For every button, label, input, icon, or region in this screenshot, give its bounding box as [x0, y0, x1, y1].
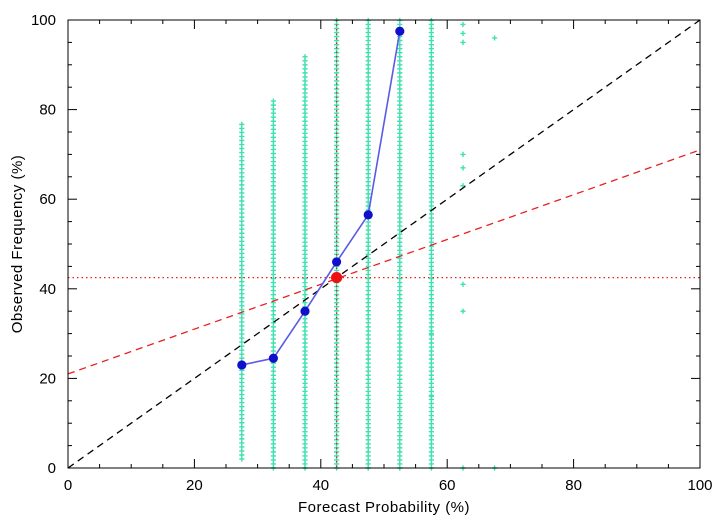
lines-layer — [67, 19, 701, 469]
scatter-layer — [239, 17, 498, 471]
x-axis-label: Forecast Probability (%) — [298, 499, 470, 516]
scatter-point — [460, 39, 466, 45]
y-axis-label: Observed Frequency (%) — [9, 155, 26, 334]
x-tick-label: 20 — [186, 477, 203, 494]
reliability-point — [395, 26, 405, 36]
scatter-point — [428, 393, 434, 399]
x-tick-label: 60 — [439, 477, 456, 494]
reliability-curve-line — [241, 31, 401, 366]
scatter-point — [460, 21, 466, 28]
reliability-point — [363, 210, 373, 220]
points-layer — [237, 26, 405, 370]
ticks-layer: 0 20 40 60 80 100 0 20 40 60 80 100 — [31, 12, 713, 494]
scatter-point — [460, 30, 466, 37]
reliability-point — [237, 360, 247, 370]
no-skill-line — [67, 149, 701, 375]
mean-forecast-point — [331, 272, 343, 284]
y-tick-label: 60 — [39, 191, 56, 208]
y-tick-label: 40 — [39, 281, 56, 298]
reliability-point — [268, 353, 278, 363]
scatter-point — [239, 121, 245, 127]
x-tick-label: 0 — [64, 477, 72, 494]
perfect-reliability-diagonal — [67, 19, 701, 469]
scatter-point — [460, 151, 466, 157]
y-tick-label: 20 — [39, 370, 56, 387]
reliability-point — [300, 306, 310, 316]
x-tick-label: 80 — [565, 477, 582, 494]
scatter-point — [460, 308, 466, 314]
scatter-point — [270, 98, 276, 104]
y-tick-label: 0 — [48, 460, 56, 477]
x-tick-label: 100 — [687, 477, 712, 494]
scatter-point — [460, 165, 466, 171]
scatter-point — [460, 281, 466, 287]
y-tick-label: 80 — [39, 102, 56, 119]
scatter-point — [492, 35, 498, 41]
scatter-point — [428, 331, 434, 337]
x-tick-label: 40 — [312, 477, 329, 494]
scatter-point — [302, 54, 308, 60]
scatter-point — [428, 425, 434, 431]
y-tick-label: 100 — [31, 12, 56, 29]
reliability-point — [332, 257, 342, 267]
